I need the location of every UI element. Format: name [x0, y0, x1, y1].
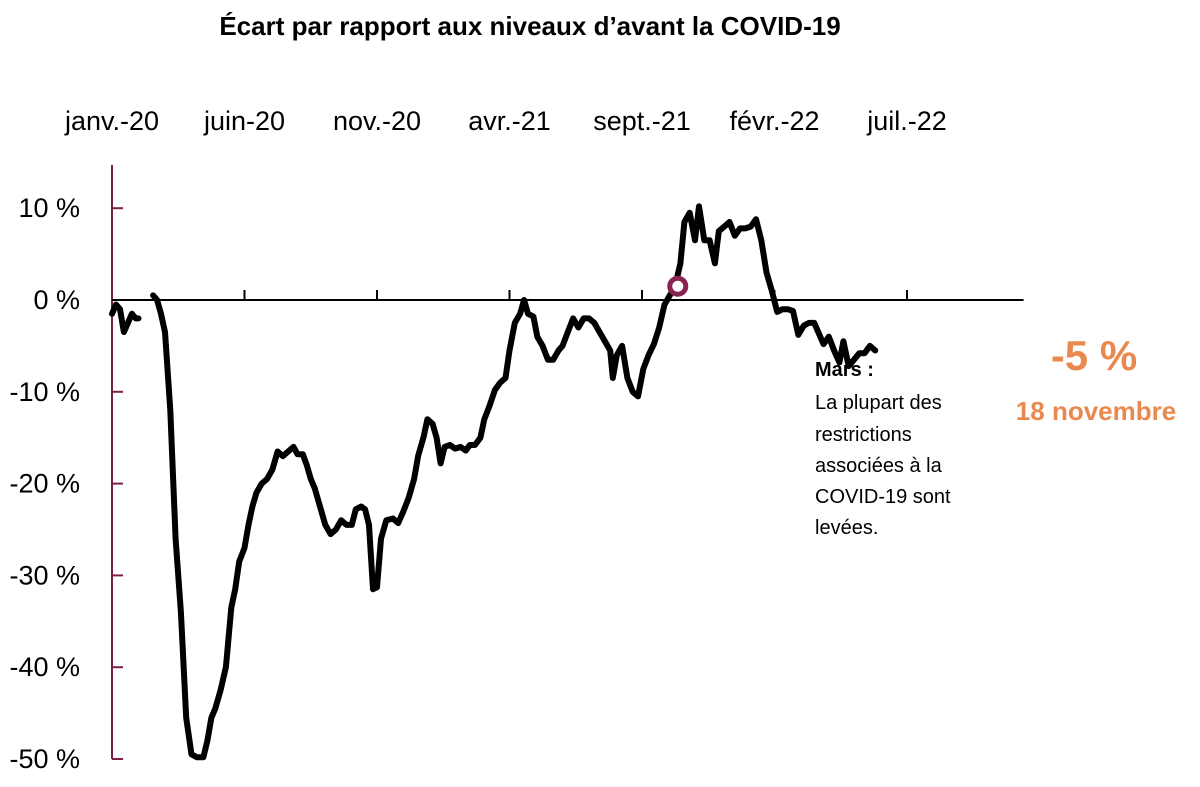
- x-tick-label: juil.-22: [866, 106, 947, 136]
- y-tick-label: -40 %: [9, 652, 80, 682]
- x-tick-label: févr.-22: [729, 106, 819, 136]
- y-tick-label: -30 %: [9, 560, 80, 590]
- latest-value-callout: -5 % 18 novembre: [1016, 332, 1176, 426]
- x-tick-label: sept.-21: [593, 106, 691, 136]
- x-tick-labels: janv.-20 juin-20 nov.-20 avr.-21 sept.-21 fév…: [64, 106, 947, 136]
- annotation-line-1: La plupart des: [815, 392, 942, 414]
- latest-date: 18 novembre: [1016, 396, 1176, 426]
- restrictions-lifted-marker: [667, 275, 689, 297]
- x-axis-ticks: [243, 290, 908, 300]
- y-tick-label: 10 %: [18, 193, 80, 223]
- annotation-line-5: levées.: [815, 517, 878, 539]
- x-tick-label: avr.-21: [468, 106, 551, 136]
- y-tick-label: -20 %: [9, 469, 80, 499]
- y-tick-label: 0 %: [33, 285, 80, 315]
- y-tick-label: -50 %: [9, 744, 80, 774]
- series-line-segment-2: [150, 203, 879, 761]
- series-lines: [109, 203, 879, 761]
- y-axis-ticks: [112, 207, 123, 760]
- annotation-mars: Mars : La plupart des restrictions assoc…: [815, 359, 951, 539]
- x-tick-label: nov.-20: [333, 106, 421, 136]
- annotation-line-2: restrictions: [815, 424, 912, 446]
- latest-value: -5 %: [1051, 332, 1137, 379]
- annotation-line-4: COVID-19 sont: [815, 486, 951, 508]
- annotation-title: Mars :: [815, 359, 874, 381]
- x-tick-label: janv.-20: [64, 106, 159, 136]
- chart-title: Écart par rapport aux niveaux d’avant la…: [219, 11, 840, 41]
- x-tick-label: juin-20: [203, 106, 285, 136]
- series-line-segment-1: [109, 301, 142, 336]
- y-tick-labels: 10 % 0 % -10 % -20 % -30 % -40 % -50 %: [9, 193, 80, 774]
- y-tick-label: -10 %: [9, 377, 80, 407]
- annotation-line-3: associées à la: [815, 455, 943, 477]
